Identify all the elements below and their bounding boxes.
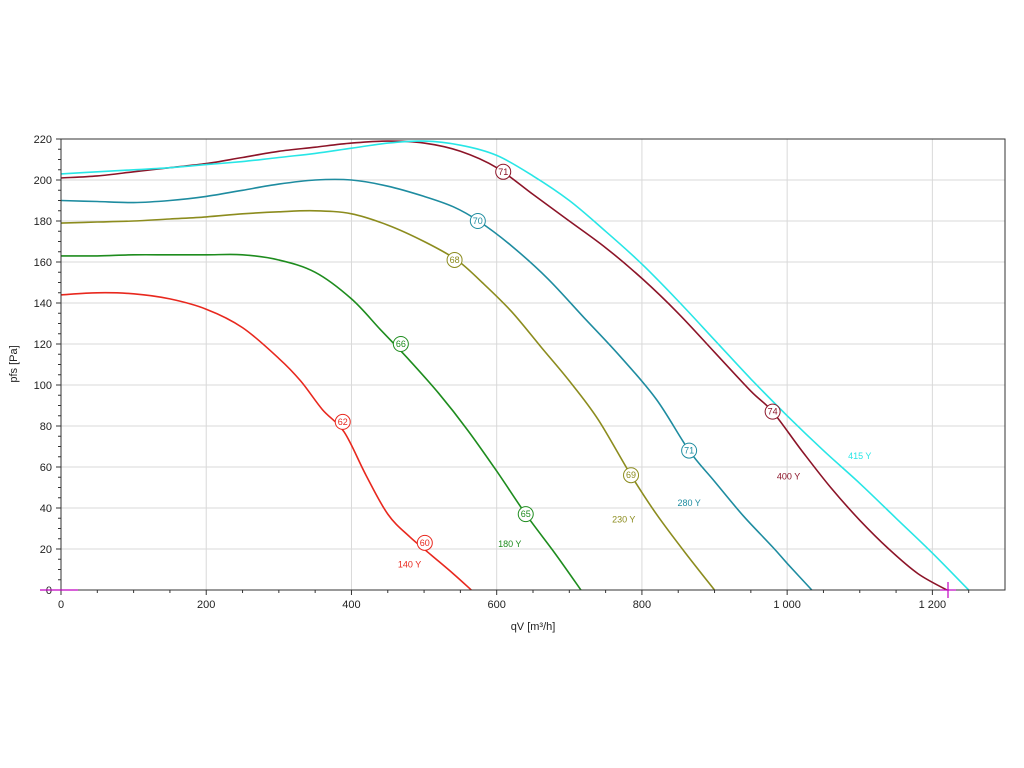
efficiency-marker-label: 74	[768, 407, 778, 417]
efficiency-marker-label: 71	[684, 446, 694, 456]
y-tick-label: 140	[34, 298, 52, 310]
series-line-280-y	[60, 178, 813, 591]
efficiency-marker-label: 62	[338, 417, 348, 427]
y-tick-label: 100	[34, 380, 52, 392]
x-tick-label: 800	[633, 599, 651, 611]
series-label: 140 Y	[398, 559, 421, 569]
x-tick-label: 400	[342, 599, 360, 611]
efficiency-marker	[392, 336, 409, 352]
efficiency-marker	[416, 534, 433, 551]
efficiency-marker-label: 65	[521, 509, 531, 519]
efficiency-marker	[469, 213, 486, 229]
y-tick-label: 180	[34, 216, 52, 228]
efficiency-marker	[764, 403, 781, 420]
x-axis-ticks: 0 200 400 600 800 1 000 1 200	[58, 590, 970, 611]
efficiency-marker-label: 69	[626, 470, 636, 480]
efficiency-marker	[517, 506, 534, 523]
x-tick-label: 1 200	[919, 599, 947, 611]
y-tick-label: 200	[34, 175, 52, 187]
y-tick-label: 40	[40, 503, 52, 515]
efficiency-marker	[334, 413, 351, 430]
x-tick-label: 0	[58, 599, 64, 611]
efficiency-marker	[681, 442, 698, 459]
efficiency-marker-label: 68	[450, 255, 460, 265]
series-label: 415 Y	[848, 451, 871, 461]
efficiency-marker	[623, 467, 640, 484]
y-tick-label: 0	[46, 585, 52, 597]
y-tick-label: 120	[34, 339, 52, 351]
y-axis-ticks: 0 20 40 60 80 100 120 140 160 180 200 220	[34, 134, 61, 597]
series-line-230-y	[60, 209, 716, 591]
plot-background	[61, 139, 1005, 590]
efficiency-marker-label: 60	[420, 538, 430, 548]
efficiency-marker-label: 66	[396, 339, 406, 349]
series-lines	[60, 140, 970, 591]
series-label: 180 Y	[498, 539, 521, 549]
grid-lines	[61, 139, 1005, 590]
efficiency-markers: 62 60 66 65 68 69 70 71 71 74	[334, 163, 781, 551]
x-tick-label: 1 000	[773, 599, 801, 611]
series-line-400-y	[60, 140, 948, 591]
y-tick-label: 60	[40, 462, 52, 474]
efficiency-marker-label: 70	[473, 216, 483, 226]
x-tick-label: 200	[197, 599, 215, 611]
efficiency-marker	[495, 163, 512, 180]
y-tick-label: 80	[40, 421, 52, 433]
y-tick-label: 220	[34, 134, 52, 146]
series-label: 230 Y	[612, 514, 635, 524]
series-label: 400 Y	[777, 471, 800, 481]
efficiency-marker-label: 71	[498, 167, 508, 177]
x-tick-label: 600	[488, 599, 506, 611]
series-line-415-y	[60, 140, 970, 591]
x-axis-title: qV [m³/h]	[511, 621, 556, 633]
series-label: 280 Y	[677, 498, 700, 508]
efficiency-marker	[446, 251, 463, 268]
operating-point-markers	[40, 582, 956, 598]
series-labels: 140 Y 180 Y 230 Y 280 Y 400 Y 415 Y	[398, 451, 872, 570]
series-line-180-y	[60, 253, 582, 591]
y-tick-label: 20	[40, 544, 52, 556]
y-tick-label: 160	[34, 257, 52, 269]
y-axis-title: pfs [Pa]	[8, 345, 20, 382]
